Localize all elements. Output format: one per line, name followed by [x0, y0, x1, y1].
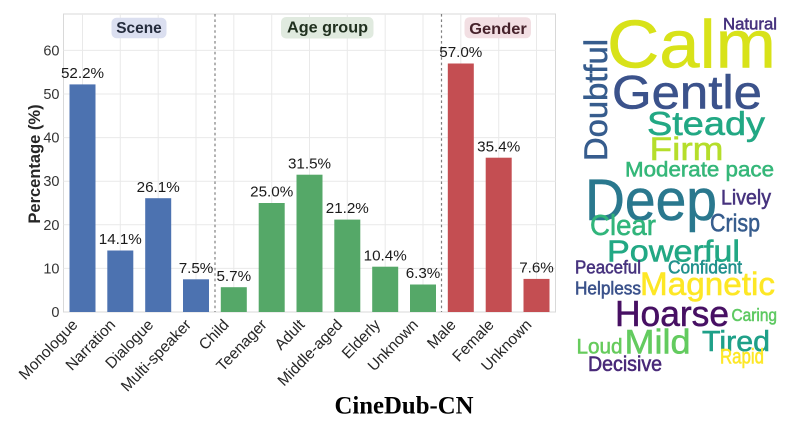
svg-text:Gentle: Gentle [612, 66, 762, 119]
svg-text:Deep: Deep [585, 168, 717, 233]
svg-text:Magnetic: Magnetic [640, 266, 775, 302]
svg-text:50: 50 [43, 87, 59, 103]
svg-text:10: 10 [43, 261, 59, 277]
svg-text:Firm: Firm [650, 131, 724, 167]
svg-text:20: 20 [43, 218, 59, 234]
svg-text:Lively: Lively [721, 187, 771, 210]
svg-text:35.4%: 35.4% [477, 138, 520, 155]
svg-text:40: 40 [43, 131, 59, 147]
svg-text:Loud: Loud [577, 335, 623, 359]
svg-text:Percentage (%): Percentage (%) [26, 104, 44, 223]
svg-text:Scene: Scene [116, 20, 162, 37]
svg-text:7.5%: 7.5% [179, 260, 214, 277]
svg-text:Steady: Steady [647, 105, 766, 142]
svg-text:Mild: Mild [625, 324, 691, 362]
svg-text:Confident: Confident [668, 258, 742, 278]
svg-text:10.4%: 10.4% [364, 247, 407, 264]
svg-text:Hoarse: Hoarse [615, 293, 729, 334]
svg-text:26.1%: 26.1% [137, 179, 180, 196]
svg-text:21.2%: 21.2% [326, 200, 369, 217]
svg-text:Crisp: Crisp [710, 210, 760, 238]
svg-text:Decisive: Decisive [588, 353, 662, 376]
svg-text:Rapid: Rapid [720, 346, 764, 369]
svg-text:Powerful: Powerful [607, 234, 740, 269]
svg-text:Clear: Clear [590, 210, 656, 242]
svg-text:25.0%: 25.0% [250, 184, 293, 201]
svg-text:CineDub-CN: CineDub-CN [335, 393, 474, 420]
svg-text:0: 0 [51, 305, 59, 321]
svg-text:Natural: Natural [723, 15, 777, 34]
svg-text:Gender: Gender [469, 21, 527, 38]
svg-text:Caring: Caring [732, 305, 778, 325]
svg-text:Tired: Tired [702, 326, 770, 358]
svg-text:7.6%: 7.6% [519, 260, 554, 277]
svg-text:52.2%: 52.2% [61, 65, 104, 82]
svg-text:57.0%: 57.0% [439, 44, 482, 61]
svg-text:Peaceful: Peaceful [575, 258, 641, 278]
svg-text:60: 60 [43, 43, 59, 59]
svg-text:Moderate pace: Moderate pace [625, 159, 774, 182]
svg-text:14.1%: 14.1% [99, 231, 142, 248]
svg-text:31.5%: 31.5% [288, 155, 331, 172]
svg-text:Calm: Calm [607, 7, 776, 83]
svg-text:Helpless: Helpless [575, 279, 641, 299]
svg-text:30: 30 [43, 174, 59, 190]
svg-text:6.3%: 6.3% [406, 265, 441, 282]
svg-text:Doubtful: Doubtful [578, 39, 614, 161]
svg-text:5.7%: 5.7% [216, 268, 251, 285]
svg-text:Age group: Age group [287, 20, 368, 37]
